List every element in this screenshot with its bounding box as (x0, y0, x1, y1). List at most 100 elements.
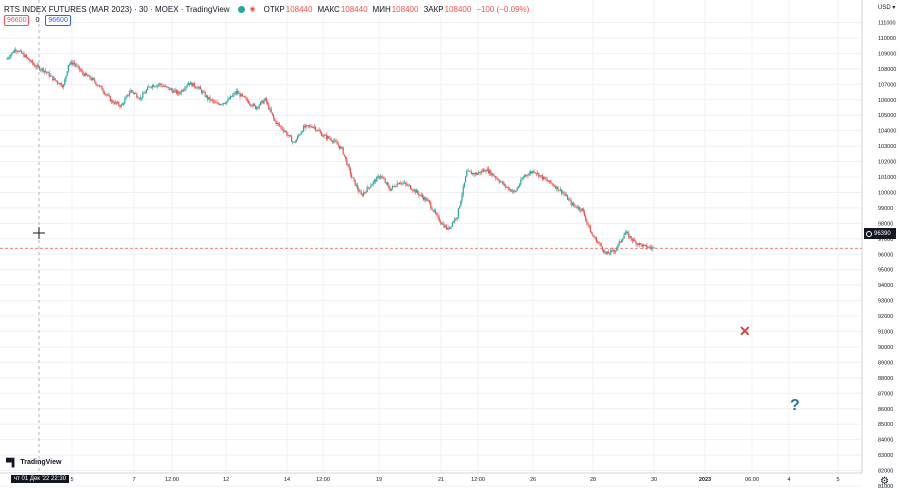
candle-body (443, 223, 445, 228)
candle-body (466, 171, 468, 177)
candle-body (540, 175, 542, 177)
candle-body (421, 194, 423, 197)
candle-body (528, 173, 530, 176)
candle-body (265, 98, 267, 103)
candle-body (331, 140, 333, 142)
candle-body (179, 93, 181, 95)
candle-body (111, 100, 113, 102)
candle-body (196, 87, 198, 89)
candle-body (413, 189, 415, 191)
candle-body (533, 171, 535, 173)
candle-body (131, 90, 133, 92)
candle-body (174, 89, 176, 91)
candle-body (178, 91, 180, 94)
candle-body (621, 240, 623, 243)
price-tick-label: 95000 (878, 268, 893, 274)
candle-body (180, 90, 182, 94)
symbol-title[interactable]: RTS INDEX FUTURES (MAR 2023) · 30 · MOEX… (4, 4, 230, 14)
candle-body (625, 232, 627, 233)
candle-body (354, 179, 356, 186)
price-axis[interactable]: 111000 110000 109000 108000 107000 106000 1050… (861, 0, 896, 488)
candle-body (396, 183, 398, 187)
candle-body (87, 75, 89, 77)
candle-body (591, 232, 593, 235)
candle-body (247, 100, 249, 104)
candle-body (607, 251, 609, 254)
candle-body (83, 73, 85, 77)
settings-gear-icon[interactable]: ⚙ (880, 476, 889, 487)
candle-body (353, 177, 355, 180)
candle-body (511, 191, 513, 193)
candle-body (275, 121, 277, 124)
candle-body (597, 241, 599, 243)
candle-body (160, 83, 162, 86)
candle-body (124, 99, 126, 104)
eye-icon[interactable]: ◉ (249, 6, 256, 13)
candle-body (503, 183, 505, 185)
candle-body (192, 83, 194, 87)
candle-body (130, 90, 132, 94)
candle-body (228, 98, 230, 100)
candle-body (645, 244, 647, 246)
crosshair (0, 0, 862, 473)
candle-body (190, 82, 192, 85)
candle-body (394, 186, 396, 187)
candle-body (583, 211, 585, 217)
candle-body (454, 218, 456, 222)
candle-body (382, 176, 384, 179)
time-axis[interactable]: 5 7 12:00 12 14 12:00 19 21 12:00 26 28 30 2023 06:00… (0, 472, 862, 483)
time-tick-label: 12 (223, 477, 229, 483)
candle-body (229, 96, 231, 99)
candle-body (646, 245, 648, 248)
candle-body (471, 171, 473, 175)
candle-body (16, 50, 18, 52)
candle-body (557, 186, 559, 191)
candle-body (653, 247, 655, 249)
candle-body (407, 184, 409, 186)
tradingview-logo[interactable]: ▀▌ TradingView (6, 458, 61, 467)
candle-body (129, 93, 131, 96)
candle-body (450, 226, 452, 227)
candle-body (405, 182, 407, 184)
candle-body (575, 205, 577, 208)
candle-body (189, 83, 191, 85)
candle-body (402, 182, 404, 184)
candle-body (459, 206, 461, 209)
candle-body (627, 232, 629, 233)
candle-body (144, 92, 146, 94)
time-tick-label: 7 (132, 477, 135, 483)
candle-body (379, 176, 381, 179)
candle-body (498, 180, 500, 183)
candle-body (424, 197, 426, 200)
candle-body (76, 65, 78, 67)
candle-body (544, 176, 546, 179)
currency-selector[interactable]: USD ▾ (878, 5, 896, 11)
candle-body (147, 87, 149, 90)
candle-body (24, 54, 26, 58)
candle-body (52, 76, 54, 81)
candle-body (537, 172, 539, 174)
candle-body (633, 239, 635, 241)
candle-body (545, 178, 547, 180)
candle-body (453, 221, 455, 223)
candle-body (11, 52, 13, 55)
candle-body (126, 94, 128, 97)
sell-button[interactable]: 96600 (4, 15, 30, 26)
candle-body (295, 139, 297, 142)
candle-body (193, 83, 195, 87)
candle-body (406, 183, 408, 186)
candle-body (385, 182, 387, 184)
candle-body (39, 66, 41, 70)
candle-body (335, 140, 337, 143)
buy-button[interactable]: 96600 (45, 15, 71, 26)
candle-body (136, 93, 138, 98)
candle-body (487, 168, 489, 174)
candle-body (142, 93, 144, 98)
candle-body (66, 71, 68, 76)
candle-body (573, 203, 575, 206)
candle-body (427, 199, 429, 201)
candle-body (167, 86, 169, 88)
candle-body (252, 103, 254, 107)
candle-body (197, 87, 199, 89)
